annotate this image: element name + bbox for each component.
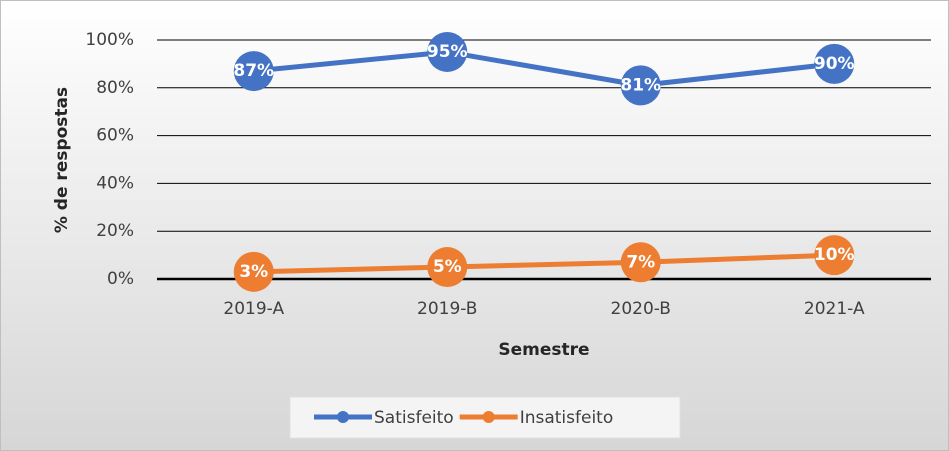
data-label: 95% <box>427 42 468 62</box>
y-tick-label: 100% <box>85 30 134 50</box>
legend-label: Satisfeito <box>374 408 454 428</box>
marker <box>620 65 661 106</box>
series-line <box>253 252 835 275</box>
series-line <box>253 49 835 88</box>
x-tick-label: 2020-B <box>611 299 671 319</box>
y-tick-label: 60% <box>96 126 134 146</box>
y-tick-label: 40% <box>96 173 134 193</box>
y-tick-label: 20% <box>96 221 134 241</box>
legend-marker <box>337 411 349 423</box>
marker <box>233 51 274 92</box>
marker <box>233 251 274 292</box>
y-axis-title: % de respostas <box>52 87 72 233</box>
legend-marker <box>482 411 495 423</box>
y-tick-label: 80% <box>96 78 134 98</box>
x-tick-label: 2021-A <box>804 299 865 319</box>
y-tick-label: 0% <box>107 269 134 289</box>
data-label: 10% <box>814 245 855 265</box>
x-tick-label: 2019-A <box>223 299 284 319</box>
data-label: 90% <box>814 54 855 74</box>
marker <box>814 235 855 276</box>
x-axis-title: Semestre <box>498 340 589 360</box>
marker <box>814 43 855 84</box>
data-label: 5% <box>433 257 462 277</box>
x-tick-label: 2019-B <box>417 299 477 319</box>
data-label: 87% <box>233 61 274 81</box>
data-label: 3% <box>239 262 268 282</box>
marker <box>427 247 468 288</box>
marker <box>620 242 661 283</box>
legend-label: Insatisfeito <box>520 408 614 428</box>
marker <box>427 31 468 72</box>
data-label: 7% <box>626 252 655 272</box>
data-label: 81% <box>620 75 661 95</box>
